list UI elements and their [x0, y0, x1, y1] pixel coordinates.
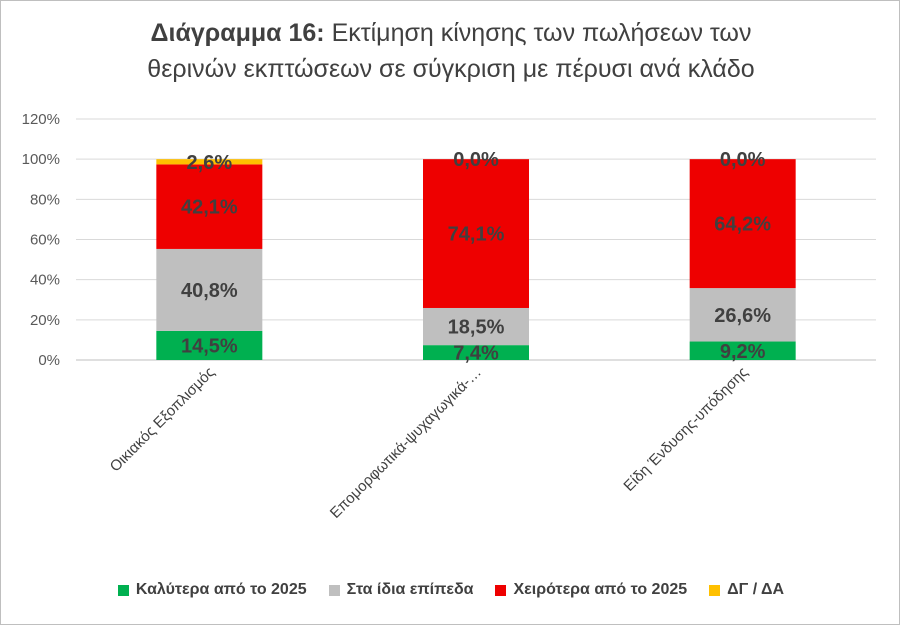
title-bold: Διάγραμμα 16: [150, 19, 325, 47]
data-label: 9,2% [720, 341, 766, 363]
legend: Καλύτερα από το 2025 Στα ίδια επίπεδα Χε… [1, 581, 899, 599]
bar-segment [156, 248, 263, 331]
y-tick-label: 60% [30, 232, 60, 249]
data-label: 74,1% [448, 224, 505, 246]
category-label: Οικιακός Εξοπλισμός [107, 364, 218, 475]
category-label: Επομορφωτικά-ψυχαγωγικά-… [327, 364, 485, 522]
data-label: 26,6% [714, 305, 771, 327]
data-label: 7,4% [453, 343, 499, 365]
title-line2: θερινών εκπτώσεων σε σύγκριση με πέρυσι … [147, 55, 755, 83]
data-label: 14,5% [181, 335, 238, 357]
bar-segment [689, 288, 796, 342]
bar-segment [156, 330, 263, 360]
y-tick-label: 100% [22, 151, 60, 168]
y-tick-label: 120% [22, 111, 60, 128]
legend-swatch [709, 584, 721, 596]
legend-swatch [328, 584, 340, 596]
data-label: 2,6% [187, 152, 233, 174]
bar-segment [156, 159, 263, 165]
data-label: 42,1% [181, 197, 238, 219]
y-tick-label: 20% [30, 312, 60, 329]
legend-label: Καλύτερα από το 2025 [135, 581, 307, 598]
title-line1: Εκτίμηση κίνησης των πωλήσεων των [331, 19, 752, 47]
bar-segment [689, 341, 796, 360]
chart-title: Διάγραμμα 16: Εκτίμηση κίνησης των πωλήσ… [1, 15, 899, 87]
legend-label: Χειρότερα από το 2025 [513, 581, 688, 598]
category-label: Είδη Ένδυσης-υπόδησης [620, 364, 751, 495]
legend-item-na: ΔΓ / ΔΑ [709, 581, 784, 599]
legend-label: Στα ίδια επίπεδα [346, 581, 474, 598]
legend-item-same: Στα ίδια επίπεδα [328, 581, 474, 599]
y-tick-label: 0% [38, 352, 60, 369]
bar-segment [423, 159, 529, 308]
data-label: 0,0% [720, 149, 766, 171]
data-label: 40,8% [181, 280, 238, 302]
legend-item-better: Καλύτερα από το 2025 [117, 581, 307, 599]
data-label: 64,2% [714, 214, 771, 236]
y-tick-label: 40% [30, 272, 60, 289]
legend-label: ΔΓ / ΔΑ [727, 581, 785, 598]
data-label: 18,5% [448, 317, 505, 339]
data-label: 0,0% [453, 149, 499, 171]
y-tick-label: 80% [30, 191, 60, 208]
bar-segment [689, 159, 796, 289]
legend-swatch [495, 584, 507, 596]
legend-swatch [117, 584, 129, 596]
bar-segment [423, 345, 529, 360]
legend-item-worse: Χειρότερα από το 2025 [495, 581, 687, 599]
bar-segment [156, 164, 263, 249]
bar-segment [423, 307, 529, 346]
